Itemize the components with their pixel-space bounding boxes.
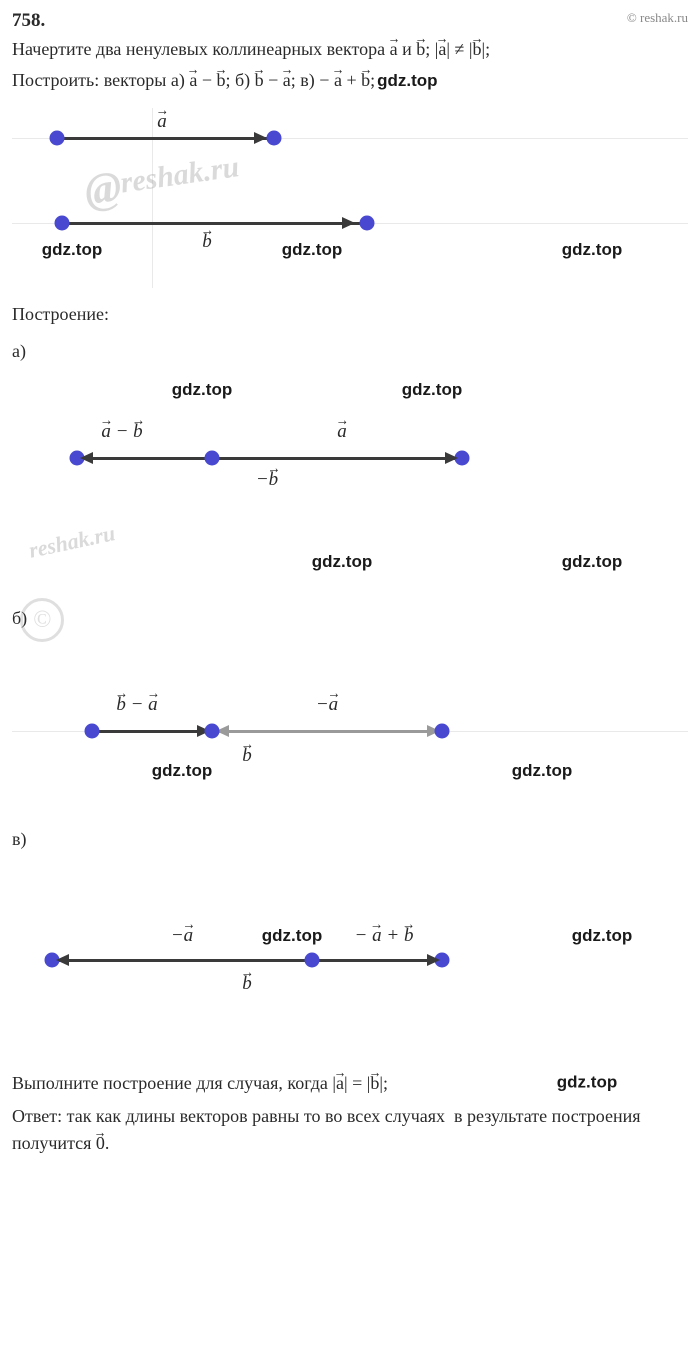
sep-b: ; б) (225, 70, 254, 90)
eq-pre: Выполните построение для случая, когда (12, 1073, 332, 1093)
answer-line: Ответ: так как длины векторов равны то в… (12, 1103, 688, 1157)
intro-vec-a-line (57, 137, 267, 140)
diagram-c: −a − a + b b gdz.top gdz.top (12, 880, 688, 1030)
gdz-wm-i3: gdz.top (562, 240, 622, 260)
b-gray-line (212, 730, 442, 733)
vl-b: b (202, 231, 212, 253)
diagram-a: gdz.top gdz.top a − b a −b (12, 376, 688, 516)
bl3: a (329, 694, 339, 716)
gdz-a1: gdz.top (172, 380, 232, 400)
and-text: и (398, 39, 417, 59)
intro-b-start (55, 216, 70, 231)
c-lab-nega: −a (171, 925, 193, 947)
reshak-side-wm: reshak.ru (27, 520, 118, 564)
b-lab-ba: b − a (116, 694, 157, 716)
diagram-b: b − a −a b gdz.top gdz.top (12, 659, 688, 799)
intro-line: Начертите два ненулевых коллинеарных век… (12, 36, 688, 63)
al4: b (269, 469, 279, 491)
zero-vec: 0 (96, 1130, 105, 1157)
bl4: b (242, 745, 252, 767)
a-line (77, 457, 462, 460)
gdz-inline: gdz.top (377, 71, 437, 90)
vl-a: a (157, 111, 167, 133)
intro-a-label: a (157, 111, 167, 133)
a-arrow-left (80, 452, 93, 464)
gdz-wm-i1: gdz.top (42, 240, 102, 260)
intro-a-end (267, 131, 282, 146)
b-dark-line (92, 730, 212, 733)
e-a3: a (334, 67, 342, 94)
al1: a (101, 421, 111, 443)
build-prefix: Построить: векторы а) (12, 70, 189, 90)
c-arr-l (56, 954, 69, 966)
intro-b-arrow (342, 217, 355, 229)
al2: b (133, 421, 143, 443)
e-a: a (189, 67, 197, 94)
part-c-label: в) (12, 829, 688, 850)
build-line: Построить: векторы а) a − b; б) b − a; в… (12, 67, 688, 94)
e-b: b (216, 67, 225, 94)
b-p2 (205, 724, 220, 739)
gdz-c1: gdz.top (262, 926, 322, 946)
a-lab-ab: a − b (101, 421, 142, 443)
reshak-watermark-1: @reshak.ru (81, 144, 242, 216)
part-b-label: © б) (12, 608, 688, 629)
cl4: b (242, 973, 252, 995)
e-a2: a (283, 67, 291, 94)
part-a-label: а) (12, 341, 688, 362)
intro-prefix: Начертите два ненулевых коллинеарных век… (12, 39, 390, 59)
b-lab-nega: −a (316, 694, 338, 716)
b-p3 (435, 724, 450, 739)
gdz-c2: gdz.top (572, 926, 632, 946)
sep-c: ; в) (291, 70, 320, 90)
bl1: b (116, 694, 126, 716)
e-b2: b (255, 67, 264, 94)
a-lab-negb: −b (256, 469, 278, 491)
gdz-mid-2: gdz.top (562, 552, 622, 572)
eq-a: a (336, 1070, 344, 1097)
intro-vec-b-line (62, 222, 367, 225)
cl3: b (404, 925, 414, 947)
problem-number: 758. (12, 10, 45, 32)
construction-label: Построение: (12, 304, 688, 325)
al3: a (337, 421, 347, 443)
intro-b-end (360, 216, 375, 231)
b-p1 (85, 724, 100, 739)
a-arrow-right (445, 452, 458, 464)
vec-a-symbol: a (390, 36, 398, 63)
vec-b-symbol: b (416, 36, 425, 63)
diagram-intro: a b @reshak.ru gdz.top gdz.top gdz.top (12, 108, 688, 288)
abs-a: a (438, 36, 446, 63)
c-lab-b: b (242, 973, 252, 995)
copyright-circle: © (20, 598, 64, 642)
cl1: a (184, 925, 194, 947)
c-arr-r (427, 954, 440, 966)
reshak-txt: reshak.ru (118, 150, 241, 199)
a-lab-a: a (337, 421, 347, 443)
gdz-b2: gdz.top (512, 761, 572, 781)
site-credit: © reshak.ru (627, 10, 688, 26)
intro-a-start (50, 131, 65, 146)
c-line (52, 959, 442, 962)
c-lab-sum: − a + b (355, 925, 414, 947)
gdz-final: gdz.top (557, 1069, 617, 1095)
gdz-wm-i2: gdz.top (282, 240, 342, 260)
bl2: a (148, 694, 158, 716)
intro-a-arrow (254, 132, 267, 144)
gdz-b1: gdz.top (152, 761, 212, 781)
gdz-mid-1: gdz.top (312, 552, 372, 572)
a-p2 (205, 451, 220, 466)
e-b3: b (361, 67, 370, 94)
cl2: a (372, 925, 382, 947)
equal-case-line: Выполните построение для случая, когда |… (12, 1070, 688, 1097)
gdz-a2: gdz.top (402, 380, 462, 400)
eq-b: b (370, 1070, 379, 1097)
abs-b: b (472, 36, 481, 63)
intro-b-label: b (202, 231, 212, 253)
c-p2 (305, 953, 320, 968)
b-lab-b: b (242, 745, 252, 767)
